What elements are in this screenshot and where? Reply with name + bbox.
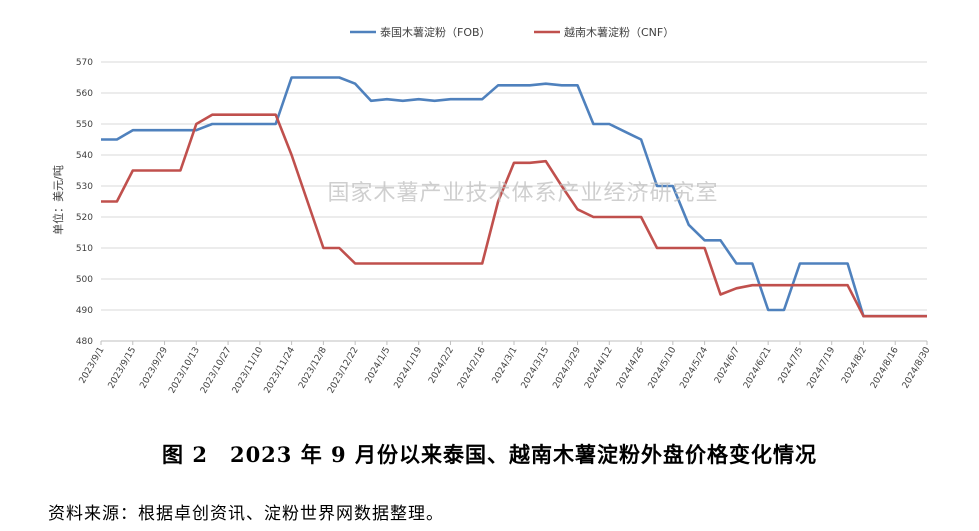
y-tick-label: 480 — [76, 337, 93, 347]
y-axis-label: 单位：美元/吨 — [51, 165, 65, 235]
x-tick-label: 2023/11/10 — [231, 345, 266, 395]
x-tick-label: 2024/4/12 — [583, 346, 615, 391]
series-line-2 — [101, 113, 927, 318]
y-tick-label: 550 — [76, 120, 93, 130]
watermark: 国家木薯产业技术体系产业经济研究室 — [327, 181, 718, 206]
x-tick-label: 2024/1/19 — [393, 345, 425, 390]
y-tick-label: 540 — [76, 151, 93, 161]
x-tick-label: 2024/3/29 — [551, 345, 583, 390]
x-tick-label: 2023/11/24 — [263, 345, 298, 395]
x-tick-label: 2024/6/7 — [713, 346, 742, 386]
y-axis-ticks: 480 490 500 510 520 530 540 550 560 570 — [76, 58, 93, 347]
x-tick-label: 2024/5/24 — [678, 345, 710, 390]
figure-caption: 图 2 2023 年 9 月份以来泰国、越南木薯淀粉外盘价格变化情况 — [162, 442, 817, 467]
x-tick-label: 2024/5/10 — [647, 345, 679, 390]
x-tick-label: 2024/2/16 — [456, 345, 488, 390]
x-tick-label: 2024/3/1 — [491, 346, 520, 386]
legend-label: 越南木薯淀粉（CNF） — [564, 25, 674, 39]
x-tick-label: 2024/7/19 — [806, 345, 838, 390]
y-tick-label: 560 — [76, 89, 93, 99]
series-lines — [101, 76, 927, 318]
y-tick-label: 520 — [76, 213, 93, 223]
x-tick-label: 2024/8/30 — [901, 345, 933, 390]
legend-label: 泰国木薯淀粉（FOB） — [380, 25, 491, 39]
series-line-1 — [101, 76, 927, 318]
y-tick-label: 510 — [76, 244, 93, 254]
x-tick-label: 2023/10/27 — [199, 346, 234, 396]
x-tick-label: 2023/9/1 — [78, 346, 107, 386]
chart-legend: 泰国木薯淀粉（FOB） 越南木薯淀粉（CNF） — [350, 25, 674, 39]
x-tick-label: 2024/2/2 — [427, 346, 456, 386]
x-tick-label: 2023/12/22 — [326, 346, 361, 396]
x-tick-label: 2023/12/8 — [297, 345, 329, 390]
x-tick-label: 2024/4/26 — [615, 345, 647, 390]
y-tick-label: 570 — [76, 58, 93, 68]
x-tick-label: 2024/8/2 — [840, 346, 869, 386]
y-tick-label: 530 — [76, 182, 93, 192]
x-tick-label: 2024/6/21 — [742, 346, 774, 391]
x-tick-label: 2024/7/5 — [777, 346, 806, 386]
x-tick-label: 2024/1/5 — [364, 346, 393, 386]
x-tick-label: 2023/9/15 — [107, 346, 139, 391]
x-tick-label: 2023/9/29 — [138, 345, 170, 390]
y-tick-label: 490 — [76, 306, 93, 316]
y-tick-label: 500 — [76, 275, 93, 285]
x-tick-label: 2024/8/16 — [869, 345, 901, 390]
line-chart: 泰国木薯淀粉（FOB） 越南木薯淀粉（CNF） 480 490 500 510 520 53… — [51, 25, 933, 396]
x-tick-label: 2023/10/13 — [167, 346, 202, 396]
x-axis: 2023/9/1 2023/9/15 2023/9/292023/10/132023… — [78, 340, 933, 396]
x-tick-label: 2024/3/15 — [520, 346, 552, 391]
data-source-note: 资料来源：根据卓创资讯、淀粉世界网数据整理。 — [48, 504, 444, 524]
